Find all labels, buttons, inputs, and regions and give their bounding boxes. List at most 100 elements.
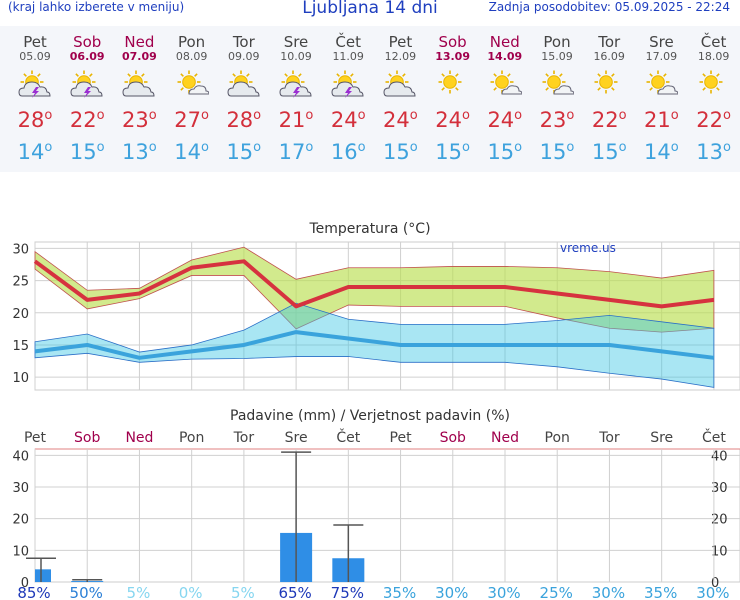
sun-small-cloud-icon [540,70,575,98]
sun-icon [697,70,731,98]
precip-y-tick-right: 0 [711,576,719,591]
day-date: 14.09 [487,50,523,63]
precip-x-tick: Pon [545,430,570,446]
day-column: Pon 08.09 27o 14o [166,26,218,164]
precip-probability-label: 35% [644,584,677,600]
watermark-text: vreme.us [560,241,616,255]
precip-probability-label: 0% [179,584,203,600]
precip-x-tick: Sre [650,430,673,446]
temp-y-tick: 20 [12,307,29,322]
precip-x-tick: Ned [125,430,153,446]
precip-y-tick-right: 20 [711,513,728,528]
day-column: Pet 05.09 28o 14o [9,26,61,164]
temp-min: 15o [226,140,262,164]
day-date: 08.09 [175,50,208,63]
day-date: 16.09 [593,50,625,63]
precip-plot-frame [34,448,740,583]
temp-min: 15o [539,140,575,164]
temp-min: 15o [435,140,470,164]
day-date: 09.09 [228,50,260,63]
temp-y-tick: 10 [12,371,29,386]
sun-small-cloud-icon [488,70,523,98]
top-bar: (kraj lahko izberete v meniju) Ljubljana… [0,0,740,24]
temp-max: 23o [539,108,575,132]
sun-small-cloud-icon [644,70,679,98]
precip-x-tick: Sob [74,430,100,446]
precip-probability-label: 50% [70,584,103,600]
sun-cloud-icon [227,70,261,98]
day-date: 17.09 [645,50,678,63]
precip-y-tick-left: 30 [12,481,29,496]
temp-max: 24o [487,108,523,132]
day-date: 06.09 [69,50,105,63]
precip-x-tick: Čet [702,428,726,446]
precip-probability-label: 75% [331,584,364,600]
day-date: 18.09 [697,50,730,63]
temp-min: 13o [122,140,157,164]
temp-max: 28o [226,108,262,132]
day-date: 15.09 [541,50,573,63]
last-update: Zadnja posodobitev: 05.09.2025 - 22:24 [488,0,730,14]
precip-x-tick: Ned [491,430,519,446]
day-column: Pon 15.09 23o 15o [531,26,583,164]
sun-cloud-lightning-icon [279,70,313,98]
day-column: Ned 14.09 24o 15o [479,26,531,164]
temp-min-range-band [34,302,715,388]
precip-bar [35,569,51,582]
day-date: 05.09 [19,50,51,63]
day-name: Ned [124,33,155,51]
sun-cloud-icon [383,70,417,98]
day-name: Pon [177,33,206,51]
precip-x-tick: Pet [390,430,413,446]
temp-min: 14o [644,140,679,164]
day-column: Sob 13.09 24o 15o [427,26,479,164]
temp-max: 24o [435,108,470,132]
sun-cloud-icon [122,70,156,98]
precip-x-tick: Pet [24,430,47,446]
day-name: Čet [700,33,727,51]
day-column: Sre 17.09 21o 14o [635,26,687,164]
day-column: Čet 18.09 22o 13o [688,26,740,164]
precip-probability-label: 30% [592,584,625,600]
sun-icon [436,70,470,98]
page-title: Ljubljana 14 dni [302,0,438,18]
precip-y-tick-right: 10 [711,544,728,559]
precip-chart-title: Padavine (mm) / Verjetnost padavin (%) [230,408,510,424]
sun-cloud-lightning-icon [70,70,104,98]
day-name: Čet [335,33,361,51]
day-column: Čet 11.09 24o 16o [322,26,374,164]
precip-probability-label: 30% [696,584,729,600]
forecast-charts: Temperatura (°C) 10 15 20 25 30 vreme.us Padavi… [12,221,740,600]
temp-max: 21o [644,108,679,132]
day-date: 12.09 [384,50,417,63]
sun-cloud-lightning-icon [331,70,365,98]
temp-min: 15o [383,140,418,164]
precip-probability-label: 5% [127,584,151,600]
precip-y-tick-right: 30 [711,481,728,496]
temp-min: 13o [696,140,731,164]
precip-y-tick-left: 10 [12,544,29,559]
precip-y-tick-left: 20 [12,513,29,528]
precip-x-tick: Tor [233,430,255,446]
precip-y-tick-right: 40 [711,449,728,464]
temp-max: 24o [383,108,418,132]
day-date: 10.09 [280,50,312,63]
day-column: Sob 06.09 22o 15o [61,26,113,164]
temp-min: 14o [174,140,209,164]
day-date: 13.09 [435,50,470,63]
day-column: Pet 12.09 24o 15o [374,26,426,164]
temp-max: 24o [330,108,366,132]
location-hint[interactable]: (kraj lahko izberete v meniju) [8,0,185,14]
temp-max-line [33,259,715,309]
temp-max: 22o [696,108,731,132]
temp-max: 22o [69,108,105,132]
day-column: Tor 09.09 28o 15o [218,26,270,164]
precip-x-tick: Pon [179,430,204,446]
day-name: Pet [388,33,413,51]
precip-x-tick: Čet [336,428,360,446]
temp-min: 15o [487,140,523,164]
temp-min: 15o [69,140,105,164]
sun-small-cloud-icon [175,70,210,98]
temp-y-tick: 25 [12,275,29,290]
precip-probability-label: 30% [487,584,520,600]
